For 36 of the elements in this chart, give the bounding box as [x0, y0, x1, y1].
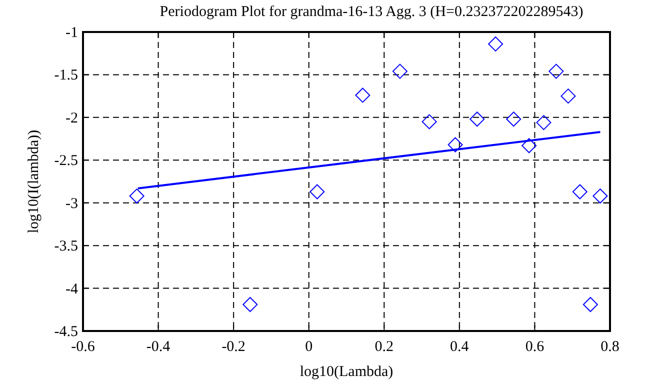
point [448, 137, 463, 152]
chart-title: Periodogram Plot for grandma-16-13 Agg. 3 (H=0.232372202289543) [160, 4, 584, 20]
point [355, 88, 370, 103]
point [548, 64, 564, 79]
point [129, 188, 144, 204]
point [310, 184, 325, 200]
x-tick-label: 0.2 [374, 339, 394, 355]
x-tick-label: -0.6 [71, 339, 96, 355]
point [560, 88, 576, 104]
x-tick-label: 0.6 [525, 339, 545, 355]
y-tick-label: -3.5 [54, 238, 78, 255]
x-axis-title: log10(Lambda) [300, 364, 394, 380]
x-tick-label: -0.2 [222, 339, 246, 355]
point [422, 114, 437, 130]
point [592, 188, 608, 204]
point [572, 184, 588, 200]
y-tick-label: -4.5 [54, 324, 78, 340]
x-tick-label: -0.4 [146, 339, 171, 355]
y-tick-label: -1 [66, 25, 78, 41]
x-tick-label: 0.8 [600, 339, 620, 355]
y-tick-label: -2.5 [54, 153, 78, 170]
x-tick-label: 0.4 [450, 339, 470, 355]
point [392, 64, 408, 79]
point [582, 297, 598, 312]
y-tick-label: -3 [66, 196, 78, 212]
point [242, 297, 258, 312]
point [488, 36, 504, 52]
point [536, 115, 552, 130]
y-tick-label: -2 [66, 110, 78, 126]
y-axis-title: log10(I(lambda)) [26, 130, 42, 234]
point [506, 112, 522, 127]
point [470, 112, 485, 127]
point [522, 138, 537, 154]
x-tick-label: 0 [305, 339, 313, 355]
y-tick-label: -1.5 [54, 68, 78, 84]
y-tick-label: -4 [66, 281, 78, 298]
